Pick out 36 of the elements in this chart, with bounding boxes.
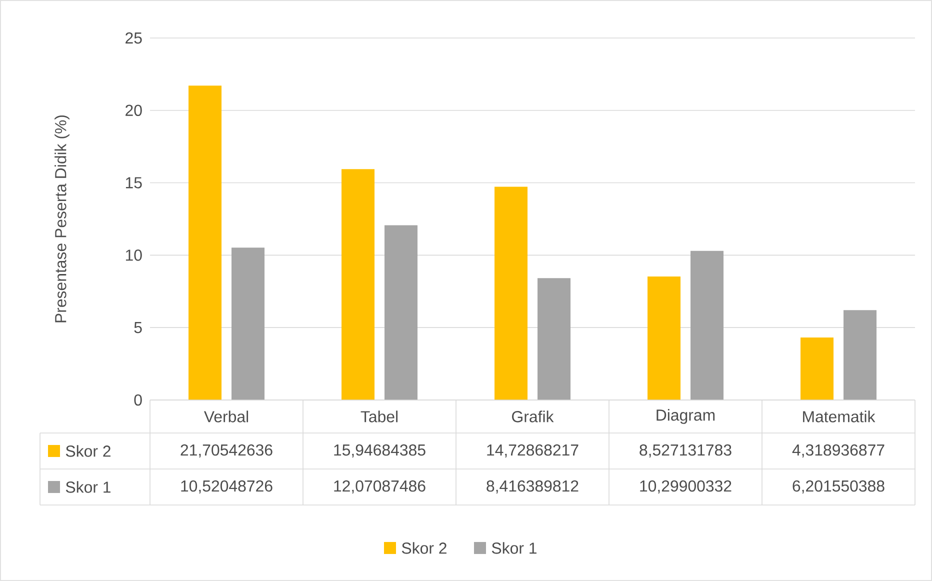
y-tick-label: 15 (126, 177, 142, 188)
data-label: 21,70542636 (180, 444, 272, 458)
data-label: 8,527131783 (640, 444, 732, 458)
bar (648, 276, 681, 400)
x-tick-label: Grafik (512, 410, 554, 422)
text: Skor 2 (402, 542, 446, 554)
legend-label: Skor 1 (492, 542, 536, 554)
data-label: 12,07087486 (334, 480, 426, 494)
bar (342, 169, 375, 400)
bar (800, 337, 834, 400)
data-label: 8,416389812 (486, 480, 578, 494)
x-tick-label: Diagram (656, 409, 715, 424)
bar (384, 225, 418, 400)
bar (494, 186, 528, 400)
y-tick-label: 20 (126, 104, 142, 116)
x-tick-label: Verbal (204, 410, 248, 422)
x-tick-label: Matematik (803, 410, 876, 422)
y-tick-label: 5 (134, 322, 142, 334)
bar (690, 250, 724, 400)
y-axis-title: Presentase Peserta Didik (%) (54, 115, 70, 322)
y-tick-label: 0 (134, 394, 142, 406)
bar (188, 86, 222, 400)
bar (232, 248, 265, 400)
data-label: 15,94684385 (334, 444, 426, 458)
x-tick-label: Tabel (360, 410, 398, 422)
bar (844, 310, 877, 400)
legend-label: Skor 2 (66, 445, 110, 457)
data-label: 4,318936877 (792, 444, 884, 458)
data-label: 14,72868217 (487, 444, 578, 458)
y-tick-label: 25 (126, 32, 142, 44)
bar (538, 278, 571, 400)
data-label: 10,52048726 (181, 480, 272, 494)
text: Skor 1 (66, 481, 110, 493)
y-tick-label: 10 (126, 250, 142, 261)
data-label: 6,201550388 (792, 480, 884, 494)
data-label: 10,29900332 (640, 480, 732, 494)
